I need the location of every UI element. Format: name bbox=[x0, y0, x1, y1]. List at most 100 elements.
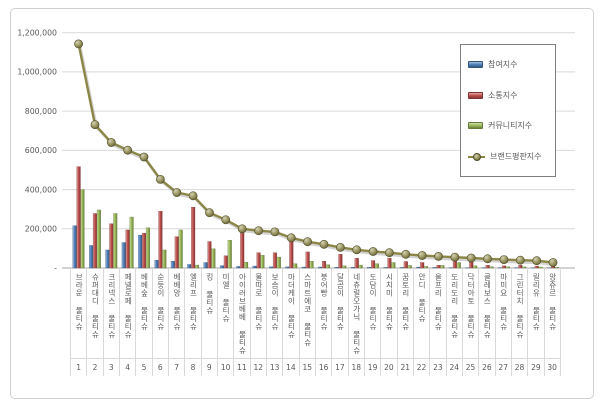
category-cell: 크리넥스 물티슈 bbox=[102, 268, 119, 358]
category-cell: 릴리유 물티슈 bbox=[527, 268, 543, 358]
community-legend-swatch-icon bbox=[468, 122, 483, 130]
category-cell: 페넬로페 물티슈 bbox=[118, 268, 135, 358]
community-bar bbox=[227, 240, 232, 269]
communication-bar bbox=[92, 213, 97, 269]
reputation-line-marker bbox=[466, 253, 476, 263]
rank-label: 28 bbox=[510, 359, 527, 376]
community-bar bbox=[554, 267, 559, 269]
rank-label: 12 bbox=[249, 359, 266, 376]
category-label: 킹 물티슈 bbox=[205, 273, 215, 315]
reputation-line-marker bbox=[401, 249, 411, 259]
communication-bar bbox=[174, 236, 179, 269]
reputation-line-marker bbox=[483, 254, 492, 264]
communication-legend-swatch-icon bbox=[468, 91, 483, 99]
rank-label: 14 bbox=[282, 359, 298, 376]
category-label: 릴리유 물티슈 bbox=[531, 273, 541, 331]
category-cell: 그린터치 물티슈 bbox=[510, 268, 527, 358]
reputation-line-marker bbox=[303, 237, 312, 247]
category-label: 올프리 물티슈 bbox=[433, 273, 443, 331]
communication-bar bbox=[420, 262, 425, 269]
community-bar bbox=[522, 266, 527, 269]
communication-bar bbox=[76, 166, 81, 269]
category-cell: 킹 물티슈 bbox=[200, 268, 217, 358]
communication-bar bbox=[518, 265, 523, 269]
category-label: 보솜이 물티슈 bbox=[270, 273, 280, 331]
y-axis-tick-label: 600,000 bbox=[25, 146, 57, 155]
category-label: 달곰이 물티슈 bbox=[335, 273, 345, 331]
legend-label: 소통지수 bbox=[488, 90, 518, 100]
participation-bar bbox=[252, 265, 257, 269]
rank-label: 11 bbox=[233, 359, 249, 376]
reputation-line-marker bbox=[515, 255, 525, 265]
category-label: 엘리프 물티슈 bbox=[188, 273, 198, 331]
community-bar bbox=[113, 213, 118, 269]
community-bar bbox=[391, 262, 396, 269]
rank-label: 6 bbox=[151, 359, 168, 376]
participation-bar bbox=[170, 260, 175, 269]
category-cell: 꿈토리 물티슈 bbox=[396, 268, 413, 358]
community-bar bbox=[309, 260, 314, 269]
category-label: 도담이 물티슈 bbox=[368, 273, 378, 331]
category-cell: 앙쥬르 물티슈 bbox=[543, 268, 560, 358]
rank-label: 26 bbox=[478, 359, 494, 376]
community-bar bbox=[456, 262, 461, 269]
reputation-line-marker bbox=[123, 145, 133, 155]
reputation-line-marker bbox=[106, 138, 116, 147]
category-cell: 마더케이 물티슈 bbox=[282, 268, 298, 358]
category-cell: 시치미 물티슈 bbox=[380, 268, 396, 358]
y-axis-tick-label: 800,000 bbox=[25, 107, 57, 116]
category-label: 슈퍼대디 물티슈 bbox=[90, 273, 100, 339]
community-bar bbox=[325, 264, 330, 269]
rank-label: 17 bbox=[331, 359, 347, 376]
reputation-line-marker bbox=[221, 215, 231, 225]
community-bar bbox=[276, 256, 281, 269]
communication-bar bbox=[501, 265, 506, 269]
category-cell: 물따로 물티슈 bbox=[249, 268, 266, 358]
legend-item: 브랜드평판지수 bbox=[461, 151, 555, 162]
category-label: 닥터아토 물티슈 bbox=[466, 273, 476, 339]
reputation-line-marker bbox=[499, 255, 509, 264]
communication-bar bbox=[142, 232, 147, 269]
category-cell: 엘리프 물티슈 bbox=[184, 268, 200, 358]
category-label: 스마트에코 물티슈 bbox=[303, 273, 313, 347]
category-cell: 베베숲 물티슈 bbox=[135, 268, 151, 358]
reputation-line-marker bbox=[352, 245, 362, 255]
participation-bar bbox=[416, 266, 421, 269]
category-cell: 안디 물티슈 bbox=[412, 268, 429, 358]
rank-label: 2 bbox=[86, 359, 102, 376]
brand-reputation-legend-line-icon bbox=[468, 152, 485, 161]
participation-bar bbox=[236, 266, 241, 269]
community-bar bbox=[80, 189, 85, 269]
community-bar bbox=[260, 255, 265, 269]
community-bar bbox=[489, 266, 494, 269]
category-label: 베베앙 물티슈 bbox=[172, 273, 182, 331]
communication-bar bbox=[403, 261, 408, 269]
communication-bar bbox=[109, 223, 114, 269]
community-bar bbox=[145, 227, 150, 269]
reputation-line-marker bbox=[155, 174, 165, 184]
reputation-line-marker bbox=[450, 252, 460, 262]
rank-label: 23 bbox=[429, 359, 445, 376]
legend-label: 참여지수 bbox=[488, 59, 518, 69]
category-axis-table: 브라운 물티슈 슈퍼대디 물티슈 크리넥스 물티슈 페넬로페 물티슈 베베숲 물티슈 순둥… bbox=[70, 268, 561, 376]
participation-bar bbox=[203, 262, 208, 269]
community-bar bbox=[162, 249, 167, 269]
communication-bar bbox=[158, 210, 163, 269]
community-bar bbox=[244, 261, 249, 269]
category-cell: 클레보스 물티슈 bbox=[478, 268, 494, 358]
category-label: 마미요 물티슈 bbox=[499, 273, 509, 331]
category-cell: 도리도리 물티슈 bbox=[445, 268, 462, 358]
communication-bar bbox=[371, 260, 376, 269]
category-cell: 네츄럴오가닉 물티슈 bbox=[347, 268, 364, 358]
rank-label: 10 bbox=[216, 359, 233, 376]
community-bar bbox=[293, 263, 298, 269]
y-axis-tick-label: - bbox=[54, 264, 57, 273]
rank-row: 1 2 3 4 5 6 7 8 9 10 11 12 13 14 15 16 17 18 19 20 21 22 23 24 2… bbox=[70, 358, 561, 376]
category-label: 순둥이 물티슈 bbox=[156, 273, 166, 331]
reputation-line-marker bbox=[237, 224, 247, 234]
rank-label: 9 bbox=[200, 359, 217, 376]
communication-bar bbox=[289, 240, 294, 269]
participation-bar bbox=[318, 266, 323, 269]
